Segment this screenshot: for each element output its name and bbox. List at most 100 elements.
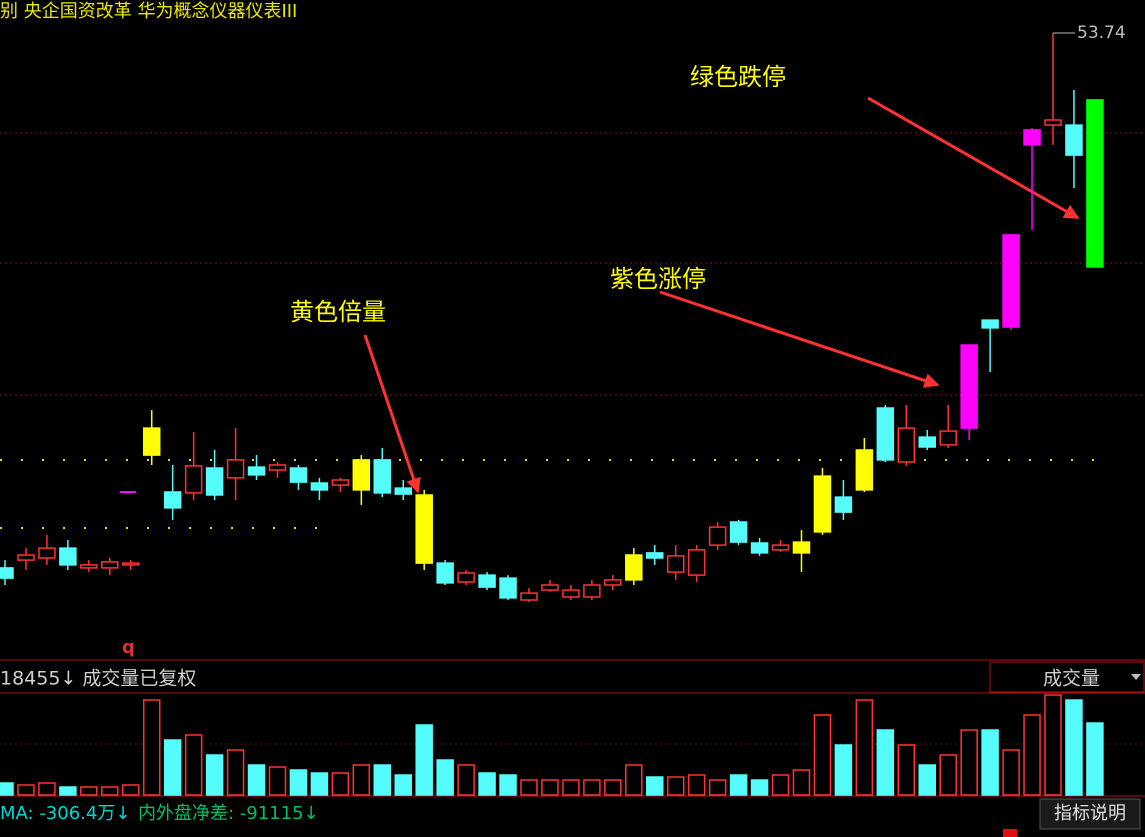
volume-bar [373, 764, 392, 796]
button-box[interactable] [1039, 798, 1141, 830]
candle-body [101, 561, 119, 569]
volume-bar [792, 769, 811, 796]
candle-body [666, 555, 685, 573]
volume-bar [813, 714, 832, 796]
volume-bar [415, 724, 433, 796]
volume-bar [687, 774, 706, 796]
selector-label[interactable]: 成交量 [1043, 668, 1100, 690]
volume-bar [289, 769, 308, 796]
volume-bar [499, 774, 517, 796]
candle-body [0, 567, 14, 579]
volume-bar [122, 784, 140, 796]
candle-body [646, 552, 664, 559]
candle-body [876, 407, 895, 461]
candle-body [855, 449, 874, 491]
candle-body [1023, 129, 1041, 146]
candle-body [729, 521, 748, 543]
volume-bar [478, 772, 496, 796]
candle-body [436, 562, 454, 584]
volume-bar [520, 779, 538, 796]
candle-body [960, 344, 978, 429]
volume-bar [625, 764, 643, 796]
candle-body [583, 584, 601, 598]
candle-body [163, 491, 182, 509]
button-label[interactable]: 指标说明 [1054, 803, 1126, 824]
volume-bar [268, 766, 287, 796]
candle-body [499, 577, 517, 599]
volume-bar [646, 776, 664, 796]
volume-bar [960, 729, 978, 796]
volume-bar [541, 779, 559, 796]
candle-body [38, 547, 56, 559]
volume-bar [205, 754, 224, 796]
arrow [659, 290, 940, 388]
volume-bar [876, 729, 895, 796]
footer-ma: MA: -306.4万↓ [0, 803, 130, 824]
candle-body [981, 319, 999, 329]
volume-bar [939, 754, 957, 796]
volume-bar [1002, 749, 1020, 796]
candle-body [771, 544, 790, 551]
volume-bar [834, 744, 853, 796]
candle-body [541, 584, 559, 591]
volume-bar [352, 764, 371, 796]
candle-body [687, 549, 706, 576]
volume-bar [855, 699, 874, 796]
volume-bar [1023, 714, 1041, 796]
volume-bar [666, 776, 685, 796]
candle-body [352, 459, 371, 491]
candle-body [1044, 119, 1062, 126]
marker-label: q [122, 637, 135, 658]
volume-bar [918, 764, 936, 796]
candle-body [310, 482, 329, 491]
candle-body [939, 430, 957, 446]
candle-body [17, 554, 35, 561]
annotation: 绿色跌停 [690, 63, 786, 91]
footer-diff: 内外盘净差: -91115↓ [138, 803, 319, 824]
candle-body [373, 459, 392, 494]
candle-body [80, 564, 98, 569]
candle-body [1002, 234, 1020, 328]
candle-body [289, 467, 308, 483]
candle-body [834, 496, 853, 513]
candle-body [478, 574, 496, 588]
header: 别 央企国资改革 华为概念仪器仪表III [0, 0, 297, 22]
candle-body [562, 589, 580, 598]
volume-bar [981, 729, 999, 796]
dropdown-icon[interactable] [1131, 674, 1141, 680]
small-block [1003, 829, 1017, 837]
volume-bar [59, 786, 77, 796]
annotation: 黄色倍量 [290, 298, 386, 326]
candle-body [122, 562, 140, 566]
candle-body [394, 487, 412, 495]
volume-bar [247, 764, 266, 796]
candle-body [897, 427, 916, 463]
volume-bar [310, 772, 329, 796]
selector-box[interactable] [989, 661, 1145, 693]
arrow [363, 334, 421, 494]
candle-body [268, 464, 287, 471]
volume-bar [0, 782, 14, 796]
candle-body [792, 541, 811, 554]
volume-bar [163, 739, 182, 796]
volume-bar [142, 699, 161, 796]
volume-bar [101, 786, 119, 796]
volume-bar [226, 749, 245, 796]
volume-bar [184, 734, 203, 796]
candle-body [457, 572, 475, 583]
candle-body [226, 459, 245, 479]
high-label: 53.74 [1077, 23, 1126, 43]
volume-bar [750, 779, 769, 796]
candle-body [750, 542, 769, 554]
volume-bar [394, 774, 412, 796]
volume-bar [38, 782, 56, 796]
volume-bar [1086, 722, 1104, 796]
volume-bar [80, 786, 98, 796]
volume-bar [1065, 699, 1083, 796]
candle-body [142, 427, 161, 456]
candle-body [184, 465, 203, 494]
candle-body [520, 592, 538, 601]
candle-body [59, 547, 77, 566]
